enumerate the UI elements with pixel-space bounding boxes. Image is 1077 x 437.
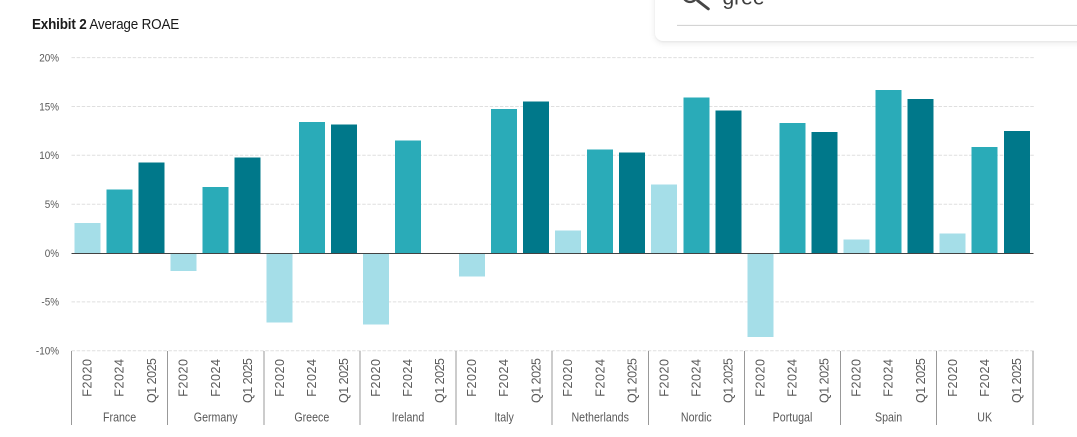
svg-text:F2024: F2024 (497, 359, 511, 397)
svg-text:Q1 2025: Q1 2025 (914, 358, 928, 403)
svg-text:F2024: F2024 (593, 359, 607, 397)
svg-text:F2020: F2020 (657, 359, 671, 397)
svg-text:Spain: Spain (875, 409, 902, 424)
svg-text:F2024: F2024 (401, 359, 415, 397)
svg-text:5%: 5% (45, 200, 59, 212)
svg-text:Q1 2025: Q1 2025 (241, 358, 255, 403)
svg-text:F2020: F2020 (850, 359, 864, 397)
svg-text:F2024: F2024 (978, 359, 992, 397)
svg-text:Q1 2025: Q1 2025 (1010, 358, 1024, 403)
svg-text:Q1 2025: Q1 2025 (433, 358, 447, 403)
svg-text:Italy: Italy (494, 409, 514, 424)
svg-text:Nordic: Nordic (681, 409, 712, 424)
svg-text:F2024: F2024 (113, 359, 127, 397)
svg-text:F2024: F2024 (690, 359, 704, 397)
svg-text:Q1 2025: Q1 2025 (626, 358, 640, 403)
svg-text:F2024: F2024 (882, 359, 896, 397)
svg-text:Q1 2025: Q1 2025 (145, 358, 159, 403)
svg-text:F2020: F2020 (81, 359, 95, 397)
svg-text:Ireland: Ireland (392, 409, 425, 424)
svg-text:F2020: F2020 (465, 359, 479, 397)
svg-text:F2024: F2024 (305, 359, 319, 397)
svg-text:Q1 2025: Q1 2025 (529, 358, 543, 403)
svg-text:-10%: -10% (36, 346, 59, 358)
svg-text:15%: 15% (39, 102, 59, 114)
svg-text:F2020: F2020 (369, 359, 383, 397)
svg-text:Q1 2025: Q1 2025 (818, 358, 832, 403)
svg-text:F2024: F2024 (209, 359, 223, 397)
svg-text:France: France (103, 409, 136, 424)
svg-text:20%: 20% (39, 53, 59, 65)
svg-text:Q1 2025: Q1 2025 (337, 358, 351, 403)
svg-text:gree: gree (723, 0, 765, 10)
svg-text:F2020: F2020 (754, 359, 768, 397)
svg-text:F2024: F2024 (786, 359, 800, 397)
svg-text:F2020: F2020 (177, 359, 191, 397)
svg-text:Greece: Greece (294, 409, 329, 424)
svg-text:F2020: F2020 (273, 359, 287, 397)
svg-text:Q1 2025: Q1 2025 (722, 358, 736, 403)
svg-text:F2020: F2020 (946, 359, 960, 397)
svg-text:10%: 10% (39, 151, 59, 163)
svg-text:Portugal: Portugal (773, 409, 813, 424)
svg-text:Germany: Germany (194, 409, 238, 424)
svg-text:UK: UK (977, 409, 992, 424)
svg-text:Netherlands: Netherlands (571, 409, 628, 424)
svg-text:F2020: F2020 (561, 359, 575, 397)
svg-text:0%: 0% (45, 248, 59, 260)
svg-text:-5%: -5% (41, 297, 59, 309)
